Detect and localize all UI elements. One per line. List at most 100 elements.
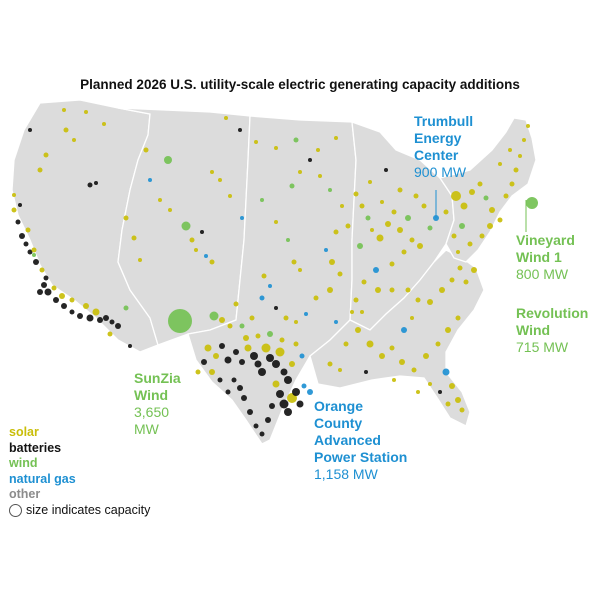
plant-marker-batteries: [217, 377, 223, 383]
plant-marker-natural-gas: [324, 248, 328, 252]
plant-marker-solar: [213, 353, 219, 359]
plant-marker-solar: [427, 299, 433, 305]
plant-marker-solar: [31, 247, 37, 253]
plant-marker-batteries: [97, 317, 103, 323]
plant-marker-batteries: [296, 400, 304, 408]
plant-marker-wind: [168, 309, 192, 333]
plant-marker-solar: [43, 152, 49, 158]
plant-marker-batteries: [274, 306, 278, 310]
plant-marker-batteries: [247, 409, 253, 415]
plant-marker-wind: [365, 215, 371, 221]
plant-marker-solar: [12, 193, 16, 197]
plant-marker-batteries: [308, 158, 312, 162]
callout-name-line: Wind 1: [516, 249, 562, 265]
plant-marker-batteries: [94, 181, 98, 185]
plant-marker-solar: [389, 261, 395, 267]
plant-marker-batteries: [279, 399, 289, 409]
plant-marker-solar: [389, 287, 395, 293]
legend: solar batteries wind natural gas other s…: [9, 425, 150, 518]
plant-marker-solar: [410, 316, 414, 320]
plant-marker-solar: [449, 383, 455, 389]
plant-marker-natural-gas: [334, 320, 338, 324]
plant-marker-solar: [275, 347, 285, 357]
plant-marker-solar: [455, 315, 461, 321]
plant-marker-batteries: [250, 352, 258, 360]
plant-marker-solar: [69, 297, 75, 303]
plant-marker-solar: [272, 380, 280, 388]
plant-marker-natural-gas: [301, 383, 307, 389]
plant-marker-solar: [443, 209, 449, 215]
plant-marker-solar: [397, 187, 403, 193]
plant-marker-natural-gas: [148, 178, 152, 182]
plant-marker-solar: [445, 327, 451, 333]
plant-marker-solar: [189, 237, 195, 243]
plant-marker-solar: [25, 227, 31, 233]
legend-size-note: size indicates capacity: [9, 503, 150, 519]
legend-item-wind: wind: [9, 456, 38, 470]
legend-item-batteries: batteries: [9, 440, 62, 455]
plant-marker-batteries: [27, 249, 33, 255]
plant-marker-solar: [428, 382, 432, 386]
plant-marker-batteries: [438, 390, 442, 394]
plant-marker-wind: [293, 137, 299, 143]
plant-marker-wind: [459, 223, 465, 229]
plant-marker-solar: [244, 344, 252, 352]
callout-name-line: Revolution: [516, 305, 589, 321]
plant-marker-batteries: [280, 368, 288, 376]
plant-marker-solar: [59, 293, 65, 299]
plant-marker-solar: [279, 337, 285, 343]
plant-marker-solar: [416, 390, 420, 394]
plant-marker-solar: [439, 287, 445, 293]
plant-marker-batteries: [266, 354, 274, 362]
plant-marker-solar: [526, 124, 530, 128]
plant-marker-wind: [427, 225, 433, 231]
plant-marker-batteries: [224, 356, 232, 364]
plant-marker-solar: [224, 116, 228, 120]
plant-marker-solar: [254, 140, 258, 144]
plant-marker-solar: [391, 209, 397, 215]
plant-marker-solar: [503, 193, 509, 199]
plant-marker-batteries: [115, 323, 121, 329]
plant-marker-wind: [526, 197, 538, 209]
plant-marker-solar: [293, 341, 299, 347]
plant-marker-solar: [417, 243, 423, 249]
plant-marker-solar: [298, 268, 302, 272]
plant-marker-natural-gas: [401, 327, 407, 333]
plant-marker-solar: [463, 279, 469, 285]
plant-marker-solar: [209, 369, 215, 375]
callout-name-line: Vineyard: [516, 232, 575, 248]
plant-marker-solar: [509, 181, 515, 187]
plant-marker-batteries: [87, 182, 93, 188]
plant-marker-solar: [355, 327, 361, 333]
legend-size-text: size indicates capacity: [26, 502, 151, 517]
plant-marker-batteries: [253, 423, 259, 429]
plant-marker-solar: [487, 223, 493, 229]
plant-marker-solar: [294, 320, 298, 324]
plant-marker-solar: [63, 127, 69, 133]
plant-marker-solar: [228, 194, 232, 198]
plant-marker-solar: [340, 204, 344, 208]
plant-marker-batteries: [239, 359, 245, 365]
plant-marker-solar: [370, 228, 374, 232]
plant-marker-solar: [289, 361, 295, 367]
plant-marker-solar: [471, 267, 477, 273]
plant-marker-solar: [489, 207, 495, 213]
plant-marker-natural-gas: [373, 267, 379, 273]
plant-marker-solar: [283, 315, 289, 321]
plant-marker-solar: [405, 287, 411, 293]
plant-marker-batteries: [254, 360, 262, 368]
legend-item-solar: solar: [9, 425, 39, 439]
plant-marker-solar: [409, 237, 415, 243]
plant-marker-solar: [227, 323, 233, 329]
plant-marker-batteries: [225, 389, 231, 395]
plant-marker-solar: [291, 259, 297, 265]
plant-marker-solar: [338, 368, 342, 372]
plant-marker-solar: [345, 223, 351, 229]
plant-marker-batteries: [292, 388, 300, 396]
plant-marker-solar: [392, 378, 396, 382]
plant-marker-batteries: [44, 288, 52, 296]
plant-marker-solar: [219, 317, 225, 323]
plant-marker-batteries: [18, 203, 22, 207]
map-title: Planned 2026 U.S. utility-scale electric…: [80, 77, 520, 92]
plant-marker-wind: [289, 183, 295, 189]
